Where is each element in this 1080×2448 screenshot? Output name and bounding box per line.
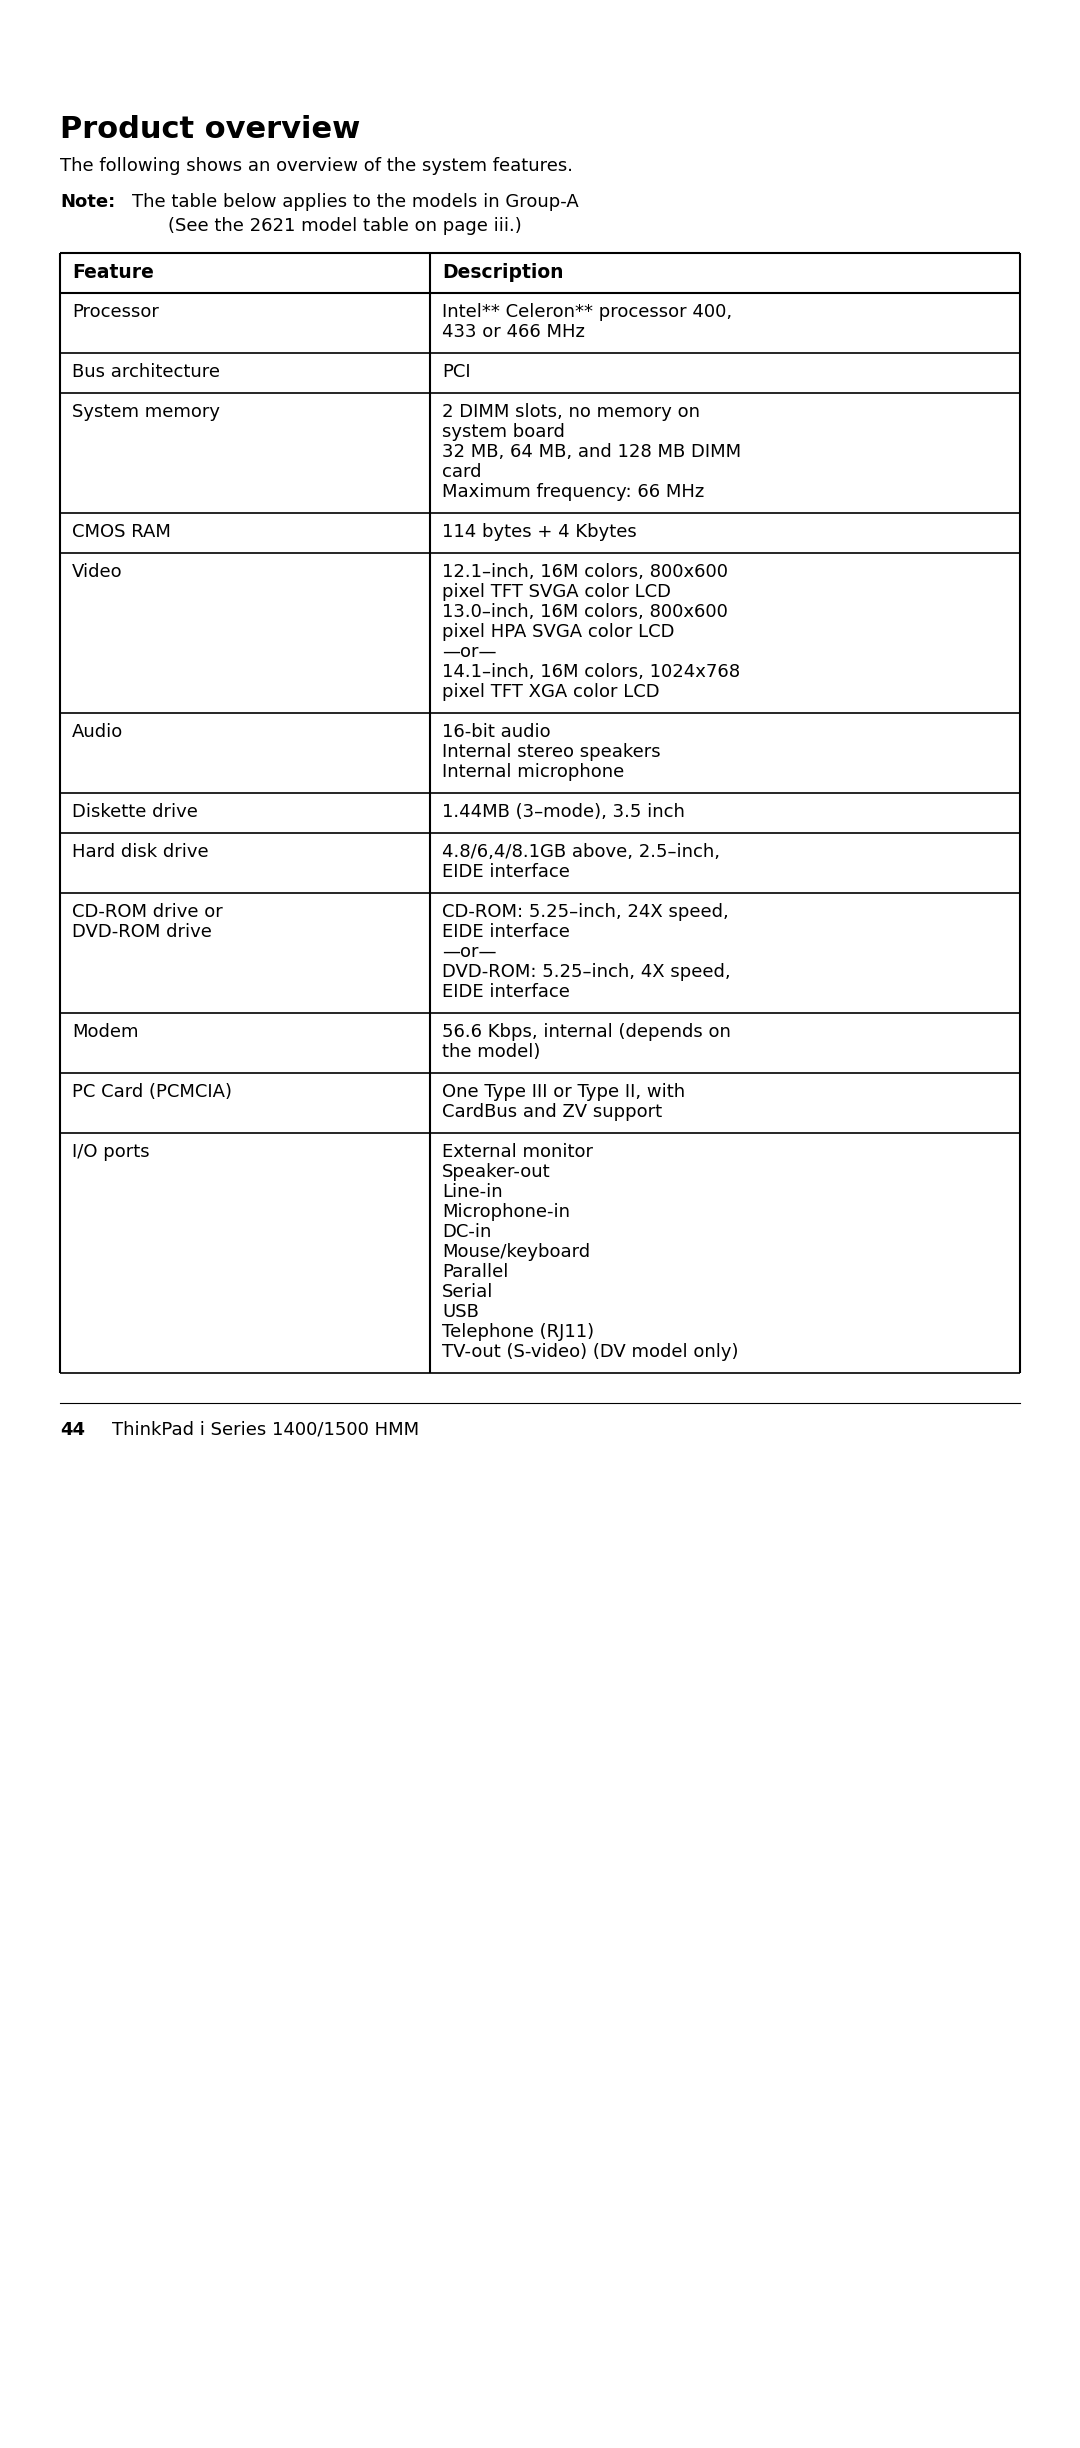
Text: Note:: Note: (60, 193, 116, 211)
Text: Feature: Feature (72, 262, 153, 282)
Text: ThinkPad i Series 1400/1500 HMM: ThinkPad i Series 1400/1500 HMM (112, 1420, 419, 1439)
Text: System memory: System memory (72, 404, 220, 421)
Text: Intel** Celeron** processor 400,: Intel** Celeron** processor 400, (442, 304, 732, 321)
Text: DVD-ROM drive: DVD-ROM drive (72, 923, 212, 940)
Text: Mouse/keyboard: Mouse/keyboard (442, 1244, 590, 1261)
Text: Internal microphone: Internal microphone (442, 764, 624, 781)
Text: 32 MB, 64 MB, and 128 MB DIMM: 32 MB, 64 MB, and 128 MB DIMM (442, 443, 741, 460)
Text: 12.1–inch, 16M colors, 800x600: 12.1–inch, 16M colors, 800x600 (442, 563, 728, 580)
Text: EIDE interface: EIDE interface (442, 984, 570, 1001)
Text: Audio: Audio (72, 722, 123, 742)
Text: Bus architecture: Bus architecture (72, 362, 220, 382)
Text: Diskette drive: Diskette drive (72, 803, 198, 820)
Text: CardBus and ZV support: CardBus and ZV support (442, 1104, 662, 1121)
Text: Hard disk drive: Hard disk drive (72, 842, 208, 862)
Text: system board: system board (442, 424, 565, 441)
Text: Product overview: Product overview (60, 115, 361, 144)
Text: card: card (442, 463, 482, 480)
Text: The table below applies to the models in Group-A: The table below applies to the models in… (132, 193, 579, 211)
Text: EIDE interface: EIDE interface (442, 864, 570, 881)
Text: 13.0–inch, 16M colors, 800x600: 13.0–inch, 16M colors, 800x600 (442, 602, 728, 622)
Text: USB: USB (442, 1302, 478, 1322)
Text: I/O ports: I/O ports (72, 1143, 150, 1160)
Text: CD-ROM drive or: CD-ROM drive or (72, 903, 222, 920)
Text: Microphone-in: Microphone-in (442, 1202, 570, 1222)
Text: 44: 44 (60, 1420, 85, 1439)
Text: The following shows an overview of the system features.: The following shows an overview of the s… (60, 157, 573, 174)
Text: —or—: —or— (442, 942, 497, 962)
Text: pixel HPA SVGA color LCD: pixel HPA SVGA color LCD (442, 622, 675, 641)
Text: CMOS RAM: CMOS RAM (72, 524, 171, 541)
Text: 2 DIMM slots, no memory on: 2 DIMM slots, no memory on (442, 404, 700, 421)
Text: DC-in: DC-in (442, 1224, 491, 1241)
Text: EIDE interface: EIDE interface (442, 923, 570, 940)
Text: 114 bytes + 4 Kbytes: 114 bytes + 4 Kbytes (442, 524, 637, 541)
Text: External monitor: External monitor (442, 1143, 593, 1160)
Text: Telephone (RJ11): Telephone (RJ11) (442, 1322, 594, 1342)
Text: pixel TFT XGA color LCD: pixel TFT XGA color LCD (442, 683, 660, 700)
Text: Description: Description (442, 262, 564, 282)
Text: —or—: —or— (442, 644, 497, 661)
Text: Line-in: Line-in (442, 1182, 502, 1202)
Text: 4.8/6,4/8.1GB above, 2.5–inch,: 4.8/6,4/8.1GB above, 2.5–inch, (442, 842, 720, 862)
Text: Speaker-out: Speaker-out (442, 1163, 551, 1180)
Text: 14.1–inch, 16M colors, 1024x768: 14.1–inch, 16M colors, 1024x768 (442, 663, 740, 681)
Text: pixel TFT SVGA color LCD: pixel TFT SVGA color LCD (442, 583, 671, 602)
Text: DVD-ROM: 5.25–inch, 4X speed,: DVD-ROM: 5.25–inch, 4X speed, (442, 962, 731, 982)
Text: One Type III or Type II, with: One Type III or Type II, with (442, 1082, 685, 1102)
Text: PCI: PCI (442, 362, 471, 382)
Text: CD-ROM: 5.25–inch, 24X speed,: CD-ROM: 5.25–inch, 24X speed, (442, 903, 729, 920)
Text: Internal stereo speakers: Internal stereo speakers (442, 744, 661, 761)
Text: Serial: Serial (442, 1283, 494, 1300)
Text: Processor: Processor (72, 304, 159, 321)
Text: Parallel: Parallel (442, 1263, 509, 1280)
Text: (See the 2621 model table on page iii.): (See the 2621 model table on page iii.) (168, 218, 522, 235)
Text: Modem: Modem (72, 1023, 138, 1040)
Text: the model): the model) (442, 1043, 540, 1060)
Text: TV-out (S-video) (DV model only): TV-out (S-video) (DV model only) (442, 1344, 739, 1361)
Text: 56.6 Kbps, internal (depends on: 56.6 Kbps, internal (depends on (442, 1023, 731, 1040)
Text: 433 or 466 MHz: 433 or 466 MHz (442, 323, 585, 340)
Text: 1.44MB (3–mode), 3.5 inch: 1.44MB (3–mode), 3.5 inch (442, 803, 685, 820)
Text: PC Card (PCMCIA): PC Card (PCMCIA) (72, 1082, 232, 1102)
Text: 16-bit audio: 16-bit audio (442, 722, 551, 742)
Text: Maximum frequency: 66 MHz: Maximum frequency: 66 MHz (442, 482, 704, 502)
Text: Video: Video (72, 563, 123, 580)
